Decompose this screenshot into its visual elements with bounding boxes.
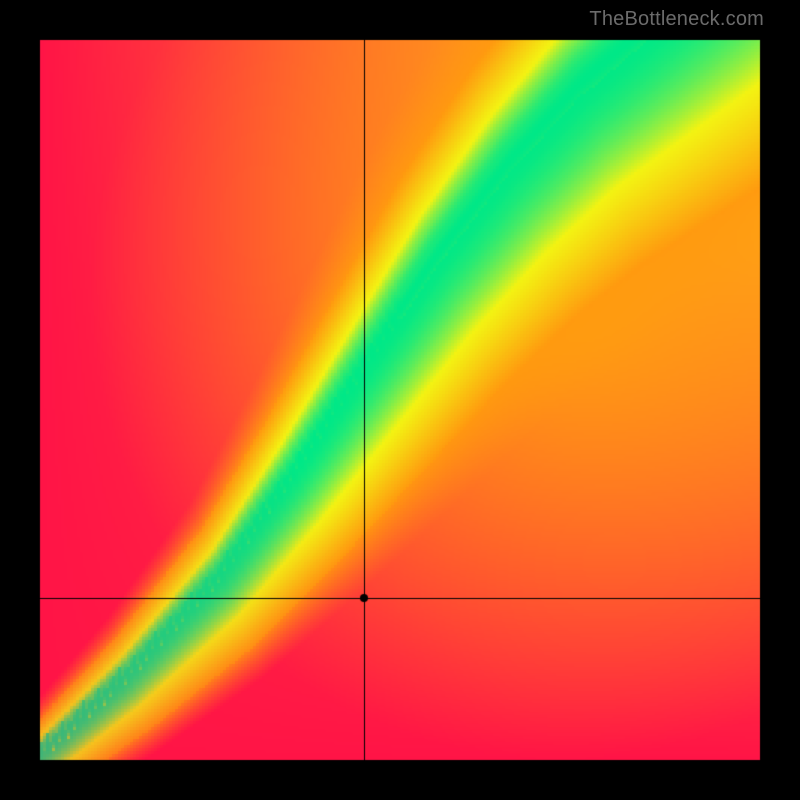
attribution-text: TheBottleneck.com — [589, 8, 764, 31]
chart-container: { "attribution": { "text": "TheBottlenec… — [0, 0, 800, 800]
heatmap-canvas — [0, 0, 800, 800]
